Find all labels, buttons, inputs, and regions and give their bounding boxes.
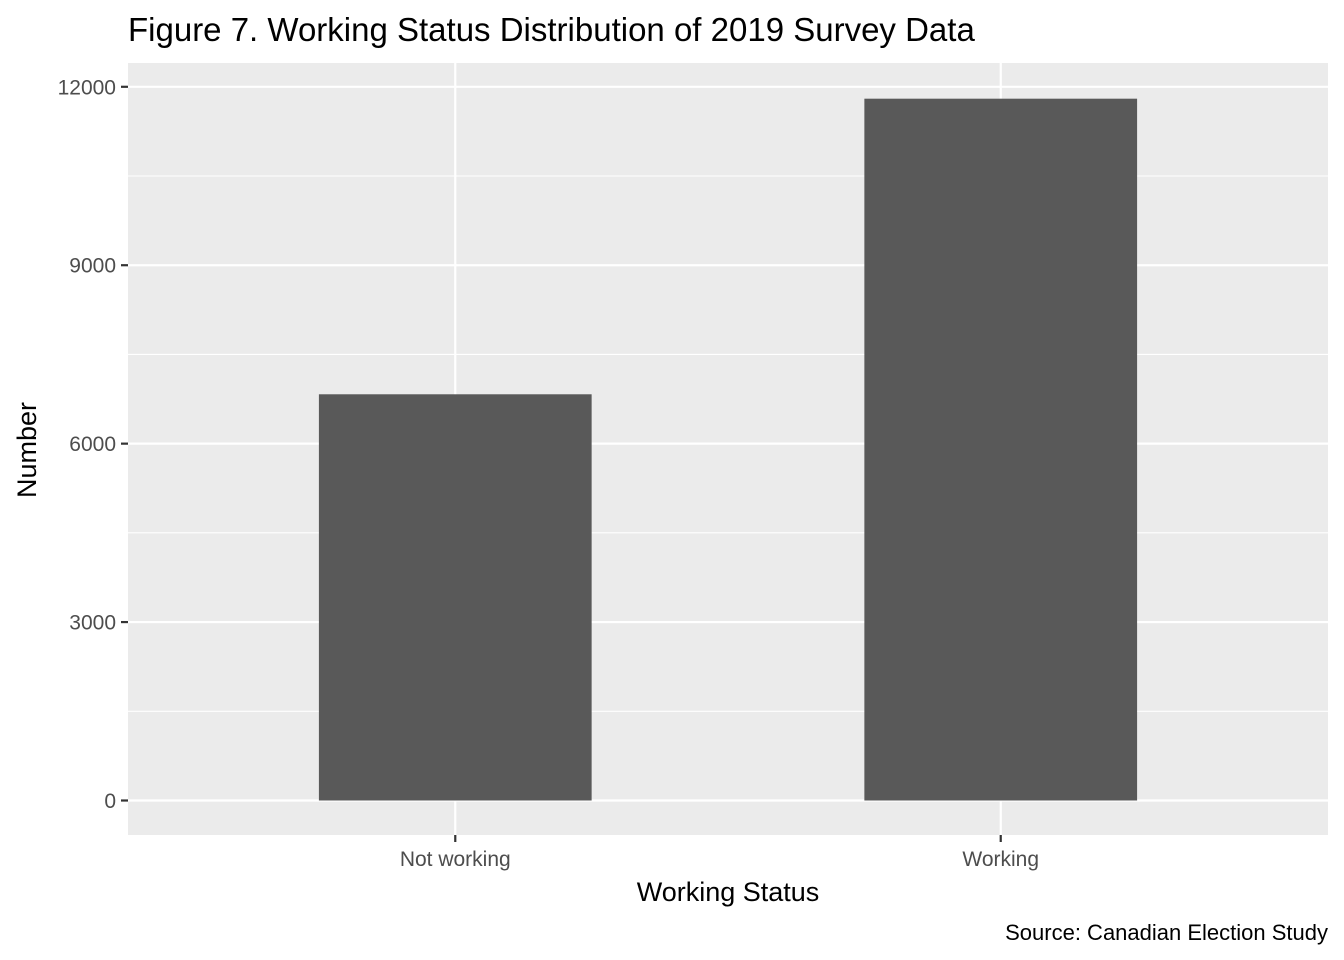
bar (318, 394, 592, 801)
y-tick-label: 6000 (69, 433, 116, 456)
y-axis-title: Number (12, 402, 42, 498)
x-axis-title: Working Status (637, 877, 820, 907)
chart-title: Figure 7. Working Status Distribution of… (128, 11, 975, 48)
y-axis: 0 3000 6000 9000 12000 (58, 76, 128, 813)
y-tick-label: 3000 (69, 612, 116, 635)
bar (864, 98, 1138, 801)
y-tick-label: 9000 (69, 255, 116, 278)
chart-caption: Source: Canadian Election Study (1005, 920, 1328, 945)
x-tick-label: Not working (400, 848, 511, 871)
x-axis: Not working Working (400, 835, 1039, 871)
x-tick-label: Working (962, 848, 1039, 871)
y-tick-label: 0 (104, 790, 116, 813)
bars (318, 98, 1138, 801)
y-tick-label: 12000 (58, 76, 116, 99)
plot-panel (128, 63, 1328, 835)
